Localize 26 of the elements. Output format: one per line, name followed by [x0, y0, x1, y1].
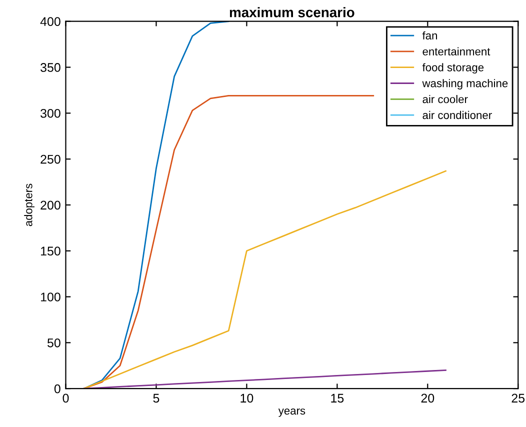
legend-label: air conditioner — [422, 110, 492, 120]
y-tick-label: 50 — [47, 338, 60, 348]
x-tick-label: 0 — [62, 394, 69, 403]
line-series — [83, 21, 230, 389]
y-tick-label: 300 — [40, 108, 60, 118]
y-tick-label: 350 — [40, 63, 60, 72]
legend-label: air cooler — [422, 95, 468, 104]
legend-label: food storage — [422, 63, 484, 74]
x-axis-title: years — [278, 408, 306, 417]
y-tick-label: 150 — [40, 246, 60, 256]
y-axis-title: adopters — [24, 184, 34, 226]
x-tick-label: 10 — [240, 394, 254, 403]
y-tick-label: 400 — [40, 17, 60, 26]
legend-label: fan — [422, 31, 437, 40]
chart-title: maximum scenario — [230, 7, 354, 18]
y-tick-label: 250 — [40, 154, 60, 164]
y-tick-label: 100 — [40, 292, 60, 302]
y-tick-label: 200 — [40, 200, 60, 210]
x-tick-label: 25 — [512, 394, 525, 403]
x-tick-label: 20 — [421, 394, 434, 403]
y-tick-label: 0 — [54, 384, 60, 394]
legend-label: entertainment — [422, 47, 490, 56]
line-series — [83, 170, 446, 389]
x-tick-label: 5 — [153, 394, 160, 403]
legend-label: washing machine — [422, 79, 508, 90]
x-tick-label: 15 — [331, 394, 344, 403]
